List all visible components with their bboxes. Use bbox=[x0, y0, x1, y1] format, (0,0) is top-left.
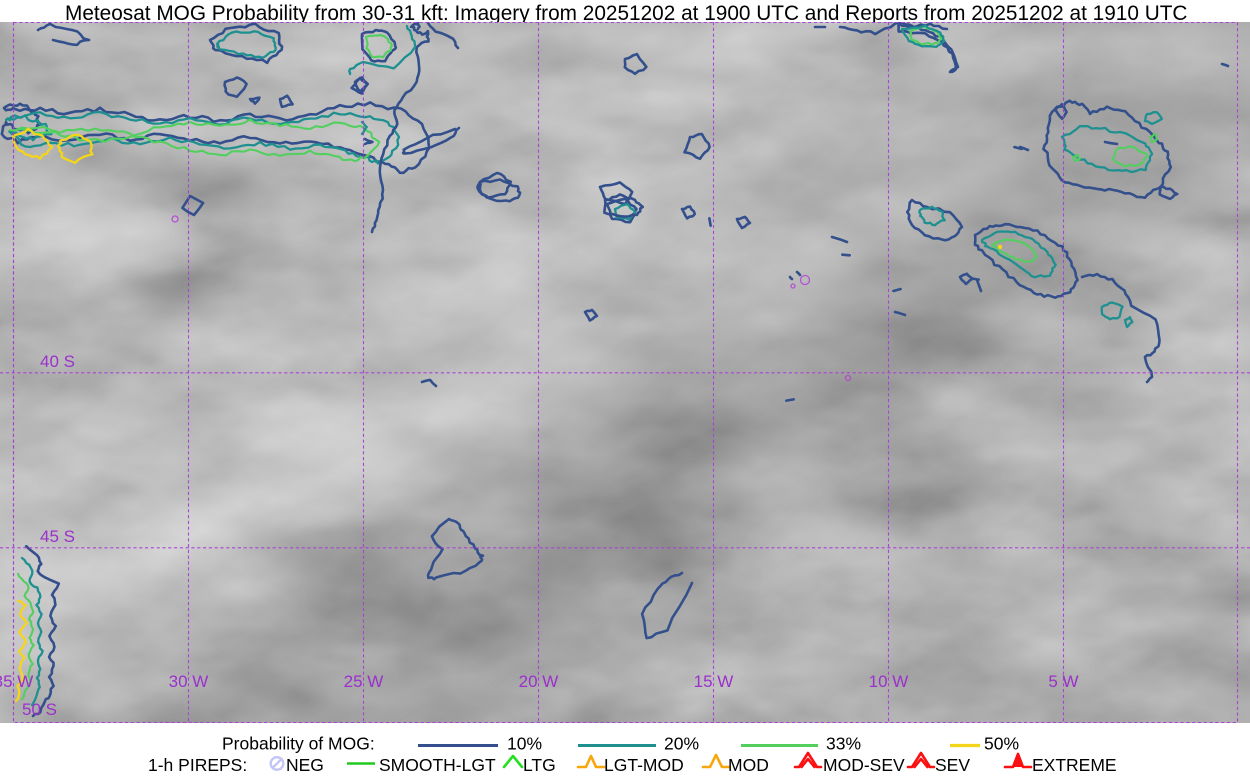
svg-text:30 W: 30 W bbox=[169, 672, 209, 691]
svg-text:25 W: 25 W bbox=[344, 672, 384, 691]
svg-text:50 S: 50 S bbox=[22, 700, 57, 719]
svg-text:40 S: 40 S bbox=[40, 352, 75, 371]
svg-text:Probability of MOG:: Probability of MOG: bbox=[222, 733, 375, 753]
svg-text:45 S: 45 S bbox=[40, 527, 75, 546]
svg-text:10%: 10% bbox=[507, 733, 542, 753]
svg-text:1-h PIREPS:: 1-h PIREPS: bbox=[148, 755, 247, 775]
svg-text:20%: 20% bbox=[664, 733, 699, 753]
svg-text:35 W: 35 W bbox=[0, 672, 33, 691]
svg-text:33%: 33% bbox=[826, 733, 861, 753]
svg-text:NEG: NEG bbox=[286, 755, 324, 775]
svg-text:5 W: 5 W bbox=[1048, 672, 1078, 691]
svg-text:10 W: 10 W bbox=[869, 672, 909, 691]
svg-text:EXTREME: EXTREME bbox=[1032, 755, 1117, 775]
svg-text:SEV: SEV bbox=[935, 755, 970, 775]
svg-text:LGT-MOD: LGT-MOD bbox=[604, 755, 684, 775]
svg-text:SMOOTH-LGT: SMOOTH-LGT bbox=[379, 755, 496, 775]
svg-text:50%: 50% bbox=[984, 733, 1019, 753]
svg-text:15 W: 15 W bbox=[694, 672, 734, 691]
svg-text:LTG: LTG bbox=[523, 755, 556, 775]
svg-text:MOD: MOD bbox=[728, 755, 769, 775]
svg-text:20 W: 20 W bbox=[519, 672, 559, 691]
svg-text:MOD-SEV: MOD-SEV bbox=[823, 755, 905, 775]
